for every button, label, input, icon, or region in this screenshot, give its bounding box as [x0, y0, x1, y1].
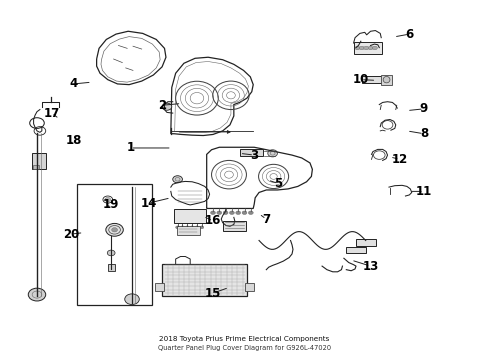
Text: 2: 2 [158, 99, 166, 112]
Bar [245, 283, 254, 291]
Circle shape [216, 211, 221, 215]
Circle shape [180, 226, 184, 229]
Text: 19: 19 [103, 198, 119, 211]
Circle shape [195, 226, 199, 229]
Text: 2018 Toyota Prius Prime Electrical Components: 2018 Toyota Prius Prime Electrical Compo… [159, 336, 329, 342]
Bar [176, 226, 200, 235]
Text: 15: 15 [204, 287, 221, 300]
Bar [222, 221, 245, 230]
Circle shape [185, 226, 189, 229]
Text: 12: 12 [391, 153, 407, 166]
Ellipse shape [383, 76, 389, 83]
Bar [353, 42, 382, 54]
Circle shape [200, 226, 203, 229]
Bar [155, 283, 163, 291]
Text: 3: 3 [250, 149, 258, 162]
Bar [361, 76, 385, 83]
Text: 13: 13 [362, 260, 378, 273]
Text: 9: 9 [419, 102, 427, 115]
Bar [239, 149, 263, 156]
Circle shape [172, 176, 182, 183]
Bar [346, 247, 365, 253]
Bar [33, 165, 39, 168]
Circle shape [248, 211, 253, 215]
Circle shape [104, 197, 110, 202]
Circle shape [210, 211, 215, 215]
Text: 18: 18 [65, 134, 82, 147]
Bar [32, 153, 45, 169]
Circle shape [124, 294, 139, 305]
Circle shape [354, 46, 359, 50]
Text: 5: 5 [274, 177, 282, 190]
Circle shape [223, 211, 227, 215]
Circle shape [28, 288, 45, 301]
Bar [162, 264, 246, 296]
Circle shape [107, 250, 115, 256]
Bar [355, 239, 376, 246]
Bar [107, 264, 114, 271]
Bar [381, 75, 391, 85]
Text: 20: 20 [62, 228, 79, 240]
Bar [77, 184, 152, 305]
Text: 11: 11 [415, 185, 431, 198]
Circle shape [363, 46, 368, 50]
Circle shape [267, 150, 277, 157]
Text: 1: 1 [126, 141, 134, 154]
Bar [174, 209, 205, 224]
Text: 7: 7 [262, 213, 270, 226]
Circle shape [372, 46, 377, 50]
Circle shape [162, 103, 171, 110]
Text: 14: 14 [140, 197, 156, 210]
Text: 17: 17 [43, 107, 60, 120]
Text: 10: 10 [352, 73, 368, 86]
Circle shape [175, 226, 179, 229]
Text: 8: 8 [419, 127, 427, 140]
Text: Quarter Panel Plug Cover Diagram for G926L-47020: Quarter Panel Plug Cover Diagram for G92… [158, 345, 330, 351]
Circle shape [235, 211, 240, 215]
Circle shape [359, 46, 364, 50]
Circle shape [242, 211, 246, 215]
Circle shape [105, 224, 123, 236]
Circle shape [367, 46, 372, 50]
Text: 16: 16 [204, 215, 221, 228]
Text: 4: 4 [70, 77, 78, 90]
Circle shape [190, 226, 194, 229]
Circle shape [111, 228, 117, 232]
Circle shape [229, 211, 234, 215]
Text: 6: 6 [405, 28, 413, 41]
